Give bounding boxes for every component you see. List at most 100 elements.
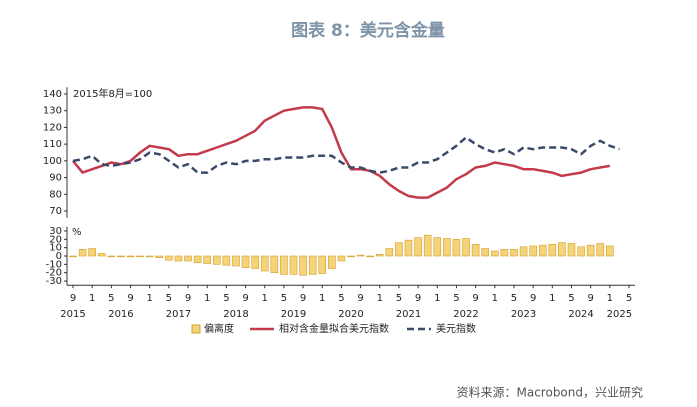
y-tick-label: -20 (46, 268, 62, 279)
x-tick-label: 5 (108, 293, 114, 304)
legend-swatch (191, 324, 201, 334)
x-tick-label: 9 (185, 293, 191, 304)
x-tick-label: 9 (357, 293, 363, 304)
x-tick-label: 1 (319, 293, 325, 304)
bar (126, 255, 135, 258)
bar (490, 250, 499, 257)
bar (88, 248, 96, 257)
legend-label: 偏离度 (204, 322, 234, 335)
year-label: 2025 (607, 309, 632, 320)
bar (538, 244, 547, 257)
year-label: 2016 (108, 309, 133, 320)
bar (404, 239, 413, 257)
x-tick-label: 9 (472, 293, 478, 304)
bar (260, 255, 269, 272)
x-tick-label: 9 (587, 293, 593, 304)
bar (548, 244, 557, 257)
bar (222, 255, 231, 266)
bar (519, 246, 528, 257)
bar (78, 249, 87, 257)
bar (586, 244, 595, 257)
bar (155, 255, 164, 258)
bar (69, 255, 77, 258)
year-label: 2017 (166, 309, 191, 320)
line-series (72, 136, 620, 174)
bar (395, 242, 403, 257)
bar (577, 246, 585, 257)
bar (107, 255, 116, 258)
y-tick-label: 20 (49, 234, 62, 245)
bar (270, 255, 279, 273)
x-tick-label: 9 (300, 293, 306, 304)
bar (328, 255, 336, 269)
bar (529, 245, 537, 257)
chart-title: 图表 8：美元含金量 (291, 20, 445, 41)
y-tick-label: 100 (43, 156, 62, 167)
x-tick-label: 1 (147, 293, 153, 304)
x-tick-label: 1 (549, 293, 555, 304)
bar (366, 255, 374, 258)
x-tick-label: 5 (453, 293, 459, 304)
bar (481, 248, 490, 257)
y-tick-label: 30 (49, 226, 62, 237)
bar (289, 255, 298, 275)
year-label: 2021 (396, 309, 421, 320)
bar (596, 243, 605, 257)
bar (452, 239, 461, 257)
year-label: 2019 (281, 309, 306, 320)
bar (184, 255, 192, 262)
year-label: 2024 (568, 309, 593, 320)
bar (241, 255, 250, 268)
y-tick-label: 70 (49, 206, 62, 217)
year-label: 2023 (511, 309, 536, 320)
y-tick-label: 120 (43, 122, 62, 133)
bar (433, 237, 442, 257)
bar (337, 255, 346, 262)
bar (251, 255, 259, 269)
x-tick-label: 5 (396, 293, 402, 304)
y-tick-label: 0 (56, 251, 62, 262)
bar (347, 255, 355, 258)
y-tick-label: 110 (43, 139, 62, 150)
x-tick-label: 1 (434, 293, 440, 304)
y-tick-label: -30 (46, 276, 62, 287)
x-tick-label: 5 (223, 293, 229, 304)
source: 资料来源：Macrobond，兴业研究 (457, 385, 644, 400)
bar (567, 243, 576, 257)
x-tick-label: 1 (607, 293, 613, 304)
x-tick-label: 1 (89, 293, 95, 304)
x-tick-label: 9 (415, 293, 421, 304)
bar (212, 255, 221, 265)
x-tick-label: 9 (530, 293, 536, 304)
bar (117, 255, 125, 258)
bar (500, 249, 509, 257)
legend-label: 美元指数 (436, 322, 476, 335)
year-label: 2018 (223, 309, 248, 320)
bar (136, 255, 144, 258)
x-tick-label: 9 (70, 293, 76, 304)
bar (145, 255, 154, 258)
annotation: 2015年8月=100 (73, 87, 152, 100)
bar (97, 253, 106, 257)
y-tick-label: 140 (43, 89, 62, 100)
line-series (72, 106, 611, 199)
bar (232, 255, 240, 267)
bar (462, 238, 470, 257)
x-tick-label: 1 (262, 293, 268, 304)
bar (443, 238, 451, 257)
bar (203, 255, 212, 264)
x-tick-label: 5 (568, 293, 574, 304)
bar (558, 242, 566, 257)
bar (174, 255, 183, 262)
x-tick-label: 5 (281, 293, 287, 304)
x-tick-label: 1 (204, 293, 210, 304)
y-tick-label: 80 (49, 189, 62, 200)
bar (280, 255, 288, 275)
unit-label: % (72, 227, 82, 238)
bar (299, 255, 307, 276)
bar (423, 234, 432, 257)
bar (375, 254, 384, 257)
y-tick-label: 90 (49, 173, 62, 184)
x-tick-label: 9 (127, 293, 133, 304)
